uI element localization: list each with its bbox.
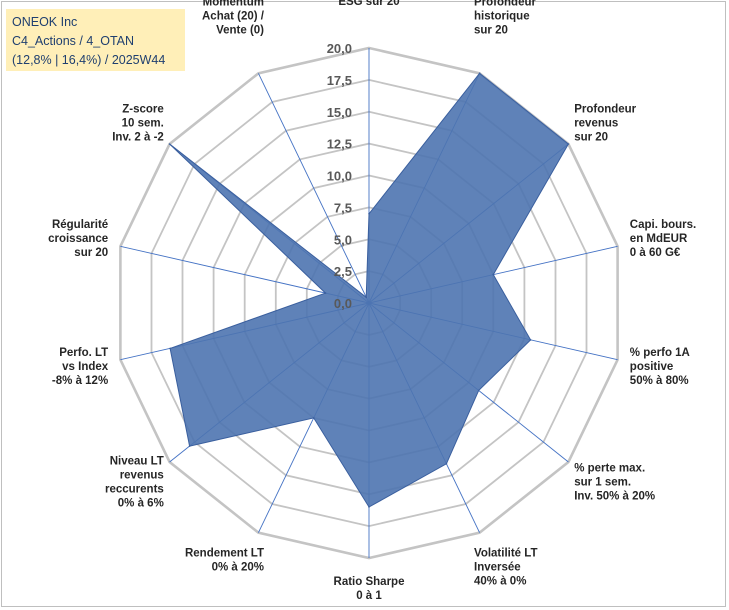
- axis-label-line: Momentum: [203, 0, 264, 9]
- axis-spoke: [257, 73, 370, 304]
- axis-label-line: sur 20: [74, 247, 108, 259]
- tick-label: 17,5: [327, 73, 352, 88]
- series-point: [312, 417, 315, 419]
- chart-title-line-1: ONEOK Inc: [12, 15, 78, 29]
- axis-label: Régularité croissance sur 20: [48, 219, 108, 259]
- tick-label: 0,0: [334, 296, 352, 311]
- axis-label: NoteESG sur 20: [338, 0, 399, 8]
- axis-label-line: -8% à 12%: [52, 375, 108, 387]
- series-point: [324, 292, 327, 294]
- chart-title-line-3: (12,8% | 16,4%) / 2025W44: [12, 53, 166, 67]
- axis-label-line: Inversée: [474, 562, 521, 574]
- radar-axis-labels: NoteESG sur 20 Profondeur historique sur 20…: [48, 0, 696, 602]
- series-point: [169, 347, 171, 350]
- axis-label-line: Capi. bours.: [630, 219, 696, 231]
- axis-label: Profondeur revenus sur 20: [574, 103, 636, 143]
- axis-label-line: % perfo 1A: [630, 347, 690, 359]
- axis-label-line: Profondeur: [574, 103, 636, 115]
- axis-label-line: Ratio Sharpe: [334, 576, 405, 588]
- axis-label-line: vs Index: [62, 361, 109, 373]
- axis-label-line: Z-score: [122, 103, 164, 115]
- axis-label-line: Rendement LT: [185, 548, 264, 560]
- series-point: [529, 339, 532, 341]
- axis-label-line: Profondeur: [474, 0, 536, 9]
- axis-label: Momentum Achat (20) / Vente (0): [202, 0, 265, 37]
- axis-label-line: positive: [630, 361, 673, 373]
- radar-tick-labels: 0,0 2,5 5,0 7,5 10,0 12,5 15,0 17,5 20,0: [327, 41, 352, 311]
- axis-label-line: historique: [474, 11, 530, 23]
- series-point: [445, 463, 448, 465]
- axis-label-line: sur 20: [474, 25, 508, 37]
- axis-label-line: Volatilité LT: [474, 548, 537, 560]
- axis-label: Niveau LT revenus reccurents 0% à 6%: [105, 456, 164, 510]
- axis-label-line: en MdEUR: [630, 233, 688, 245]
- series-point: [188, 445, 191, 447]
- axis-label: % perfo 1A positive 50% à 80%: [630, 347, 690, 387]
- tick-label: 12,5: [327, 137, 352, 152]
- series-point: [368, 213, 370, 215]
- tick-label: 20,0: [327, 41, 352, 56]
- axis-label-line: revenus: [120, 470, 164, 482]
- axis-label-line: Vente (0): [216, 25, 264, 37]
- axis-label: % perte max. sur 1 sem. Inv. 50% à 20%: [574, 463, 655, 503]
- axis-label-line: sur 1 sem.: [574, 477, 631, 489]
- chart-title-line-2: C4_Actions / 4_OTAN: [12, 34, 135, 48]
- chart-title-box: ONEOK Inc C4_Actions / 4_OTAN (12,8% | 1…: [6, 9, 185, 71]
- axis-label-line: 50% à 80%: [630, 375, 689, 387]
- axis-label-line: revenus: [574, 117, 618, 129]
- axis-label-line: croissance: [48, 233, 108, 245]
- axis-label-line: Achat (20) /: [202, 11, 265, 23]
- axis-label-line: Perfo. LT: [59, 347, 108, 359]
- axis-label-line: 10 sem.: [122, 117, 164, 129]
- axis-label-line: 0 à 1: [356, 590, 382, 602]
- series-point: [365, 296, 368, 299]
- radar-series: [168, 72, 570, 508]
- axis-label-line: reccurents: [105, 484, 164, 496]
- axis-label-line: Inv. 2 à -2: [112, 131, 164, 143]
- axis-label: Volatilité LT Inversée 40% à 0%: [474, 548, 537, 588]
- axis-label: Profondeur historique sur 20: [474, 0, 536, 37]
- tick-label: 2,5: [334, 264, 352, 279]
- tick-label: 7,5: [334, 200, 352, 215]
- axis-label-line: Niveau LT: [110, 456, 164, 468]
- axis-label-line: sur 20: [574, 131, 608, 143]
- series-point: [477, 389, 480, 392]
- axis-label: Perfo. LT vs Index -8% à 12%: [52, 347, 109, 387]
- axis-label-line: 0% à 6%: [118, 498, 164, 510]
- axis-label-line: 0 à 60 G€: [630, 247, 681, 259]
- axis-label: Rendement LT 0% à 20%: [185, 548, 264, 574]
- series-point: [492, 273, 495, 276]
- series-point: [478, 72, 481, 75]
- series-point: [368, 506, 370, 508]
- axis-label: Capi. bours. en MdEUR 0 à 60 G€: [630, 219, 696, 259]
- axis-label: Ratio Sharpe 0 à 1: [334, 576, 405, 602]
- axis-label-line: ESG sur 20: [338, 0, 399, 8]
- axis-label-line: Régularité: [52, 219, 108, 231]
- series-point: [168, 143, 171, 145]
- axis-label-line: Inv. 50% à 20%: [574, 491, 655, 503]
- tick-label: 10,0: [327, 169, 352, 184]
- axis-label: Z-score 10 sem. Inv. 2 à -2: [112, 103, 164, 143]
- series-point: [567, 143, 570, 145]
- axis-label-line: 0% à 20%: [212, 562, 264, 574]
- tick-label: 5,0: [334, 232, 352, 247]
- axis-label-line: % perte max.: [574, 463, 645, 475]
- axis-label-line: 40% à 0%: [474, 576, 526, 588]
- tick-label: 15,0: [327, 105, 352, 120]
